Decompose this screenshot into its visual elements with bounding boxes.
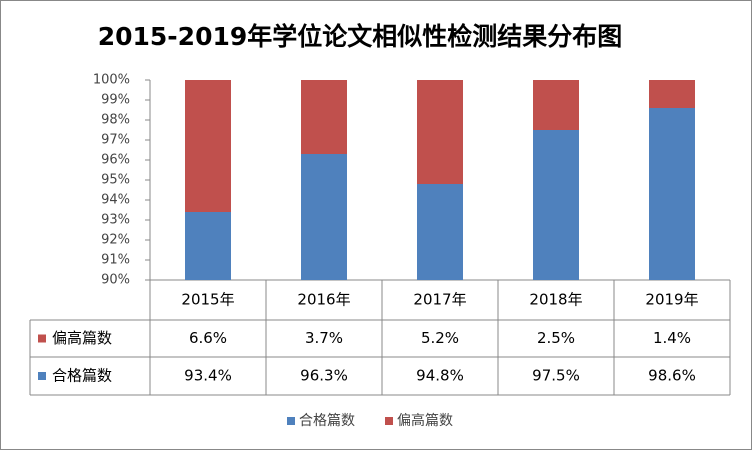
- table-row-label: 偏高篇数: [52, 329, 112, 347]
- chart-title: 2015-2019年学位论文相似性检测结果分布图: [98, 22, 623, 51]
- data-label: 96.3%: [300, 367, 348, 385]
- data-label: 97.5%: [532, 367, 580, 385]
- y-tick-label: 92%: [101, 233, 130, 248]
- table-row-label: 合格篇数: [52, 367, 112, 385]
- bar: [185, 80, 231, 212]
- bar: [649, 108, 695, 280]
- y-tick-label: 93%: [101, 213, 130, 228]
- legend-label: 合格篇数: [299, 413, 355, 429]
- bar: [301, 154, 347, 280]
- legend-swatch: [287, 417, 295, 425]
- bar: [533, 80, 579, 130]
- data-label: 5.2%: [421, 329, 459, 347]
- bar: [417, 184, 463, 280]
- legend-swatch: [385, 417, 393, 425]
- data-label: 1.4%: [653, 329, 691, 347]
- x-tick-label: 2017年: [413, 291, 466, 309]
- y-tick-label: 98%: [101, 113, 130, 128]
- x-tick-label: 2015年: [181, 291, 234, 309]
- table-legend-swatch: [38, 372, 46, 380]
- y-tick-label: 96%: [101, 153, 130, 168]
- y-tick-label: 99%: [101, 93, 130, 108]
- x-tick-label: 2016年: [297, 291, 350, 309]
- bar: [649, 80, 695, 108]
- bar: [417, 80, 463, 184]
- data-label: 3.7%: [305, 329, 343, 347]
- data-label: 98.6%: [648, 367, 696, 385]
- table-legend-swatch: [38, 334, 46, 343]
- bar: [185, 212, 231, 280]
- bar: [301, 80, 347, 154]
- y-tick-label: 95%: [101, 173, 130, 188]
- x-tick-label: 2018年: [529, 291, 582, 309]
- y-tick-label: 91%: [101, 253, 130, 268]
- data-label: 93.4%: [184, 367, 232, 385]
- y-tick-label: 100%: [93, 73, 130, 88]
- legend-label: 偏高篇数: [397, 412, 453, 429]
- y-tick-label: 97%: [101, 133, 130, 148]
- data-label: 2.5%: [537, 329, 575, 347]
- data-label: 94.8%: [416, 367, 464, 385]
- y-tick-label: 90%: [101, 273, 130, 288]
- x-tick-label: 2019年: [645, 291, 698, 309]
- y-tick-label: 94%: [101, 193, 130, 208]
- data-label: 6.6%: [189, 329, 227, 347]
- bar: [533, 130, 579, 280]
